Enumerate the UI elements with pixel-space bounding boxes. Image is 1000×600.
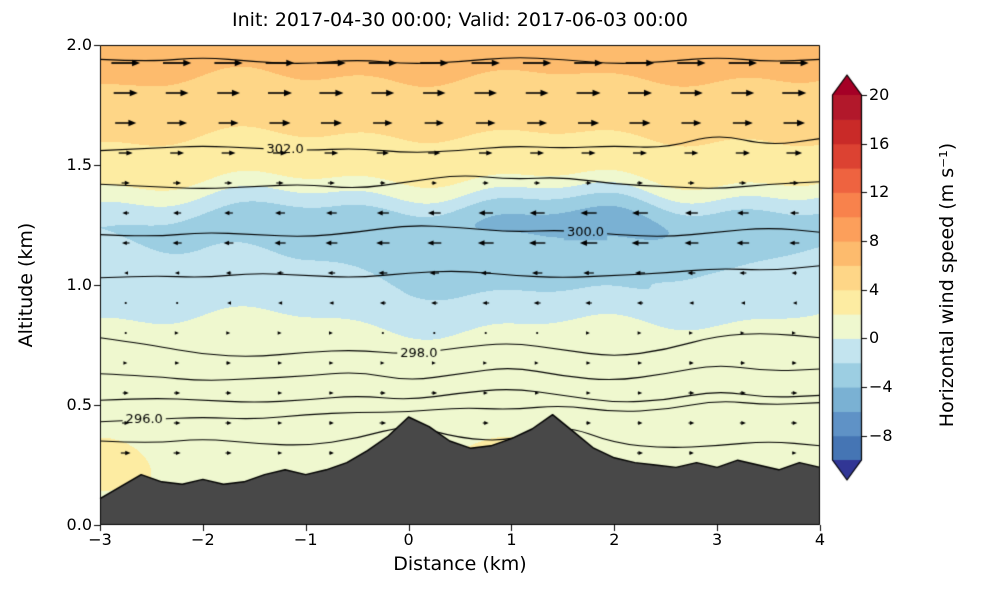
colorbar-tick-label: 8 <box>869 231 880 250</box>
x-tick-label: −3 <box>88 530 112 549</box>
x-tick-label: 4 <box>814 530 826 549</box>
colorbar-tick-label: 20 <box>869 85 890 104</box>
chart-title: Init: 2017-04-30 00:00; Valid: 2017-06-0… <box>232 9 688 31</box>
x-tick-label: −1 <box>293 530 318 549</box>
y-tick-label: 0.0 <box>66 515 92 534</box>
x-tick-label: 0 <box>403 530 414 549</box>
x-tick-label: 1 <box>506 530 517 549</box>
y-tick-label: 1.0 <box>66 275 92 294</box>
x-tick-label: −2 <box>191 530 215 549</box>
y-tick-label: 0.5 <box>66 395 92 414</box>
x-tick-label: 3 <box>712 530 723 549</box>
colorbar-tick-label: 16 <box>869 133 890 153</box>
x-axis-label: Distance (km) <box>393 553 527 575</box>
colorbar-label: Horizontal wind speed (m s⁻¹) <box>936 142 958 428</box>
y-tick-label: 1.5 <box>66 155 92 174</box>
x-tick-label: 2 <box>609 530 620 549</box>
colorbar-tick-label: 4 <box>869 279 880 299</box>
colorbar-tick-label: −4 <box>869 377 893 396</box>
colorbar-tick-label: 12 <box>869 182 890 202</box>
colorbar-tick-label: 0 <box>869 328 880 348</box>
colorbar-tick-label: −8 <box>869 425 893 445</box>
y-tick-label: 2.0 <box>66 35 92 54</box>
